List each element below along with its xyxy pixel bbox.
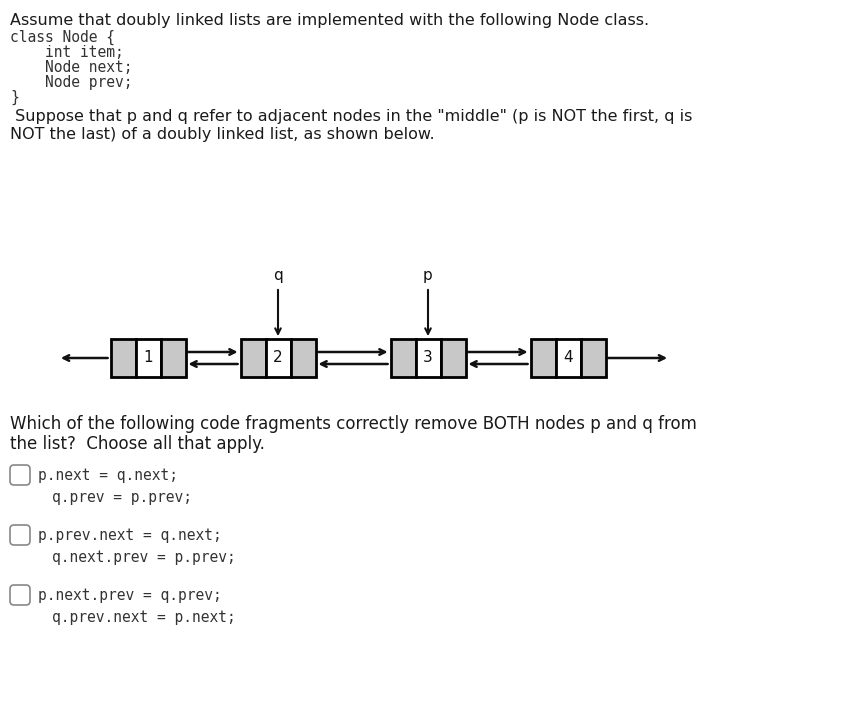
Text: p.next = q.next;: p.next = q.next; [38, 468, 178, 483]
Bar [415, 339, 440, 377]
Text: Assume that doubly linked lists are implemented with the following Node class.: Assume that doubly linked lists are impl… [10, 13, 649, 28]
Bar [531, 339, 556, 377]
Text: Node prev;: Node prev; [10, 75, 132, 90]
Bar [580, 339, 605, 377]
Text: NOT the last) of a doubly linked list, as shown below.: NOT the last) of a doubly linked list, a… [10, 127, 434, 142]
Text: 1: 1 [143, 351, 153, 366]
Text: 2: 2 [273, 351, 283, 366]
Bar [291, 339, 316, 377]
Text: Suppose that p and q refer to adjacent nodes in the "middle" (p is NOT the first: Suppose that p and q refer to adjacent n… [10, 109, 692, 124]
Text: the list?  Choose all that apply.: the list? Choose all that apply. [10, 435, 265, 453]
Bar [110, 339, 136, 377]
Text: 4: 4 [563, 351, 573, 366]
Text: q.prev.next = p.next;: q.prev.next = p.next; [52, 610, 236, 625]
Bar [136, 339, 161, 377]
Text: Node next;: Node next; [10, 60, 132, 75]
Bar [440, 339, 465, 377]
Text: p.next.prev = q.prev;: p.next.prev = q.prev; [38, 588, 222, 603]
FancyBboxPatch shape [10, 465, 30, 485]
Text: p: p [423, 268, 433, 283]
FancyBboxPatch shape [10, 525, 30, 545]
Bar [390, 339, 415, 377]
Bar [241, 339, 266, 377]
Text: int item;: int item; [10, 45, 124, 60]
Text: p.prev.next = q.next;: p.prev.next = q.next; [38, 528, 222, 543]
FancyBboxPatch shape [10, 585, 30, 605]
Text: q.prev = p.prev;: q.prev = p.prev; [52, 490, 192, 505]
Text: q.next.prev = p.prev;: q.next.prev = p.prev; [52, 550, 236, 565]
Text: Which of the following code fragments correctly remove BOTH nodes p and q from: Which of the following code fragments co… [10, 415, 697, 433]
Bar [161, 339, 186, 377]
Text: class Node {: class Node { [10, 30, 115, 45]
Bar [556, 339, 581, 377]
Text: }: } [10, 90, 19, 106]
Text: q: q [273, 268, 283, 283]
Bar [266, 339, 291, 377]
Text: 3: 3 [423, 351, 433, 366]
